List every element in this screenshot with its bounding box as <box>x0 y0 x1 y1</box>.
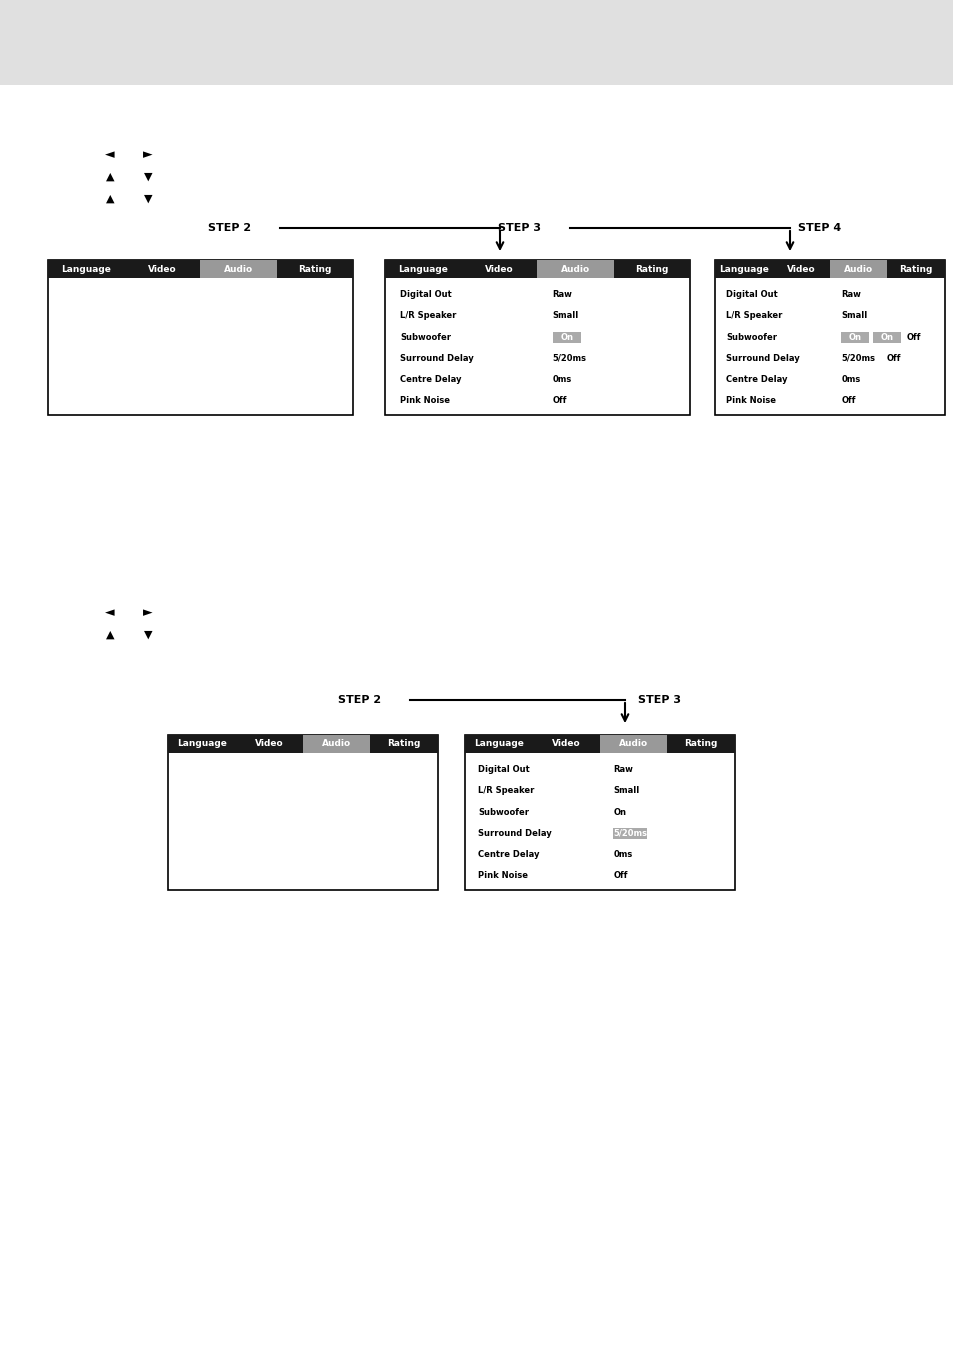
Bar <box>714 260 944 278</box>
Text: STEP 3: STEP 3 <box>498 222 541 233</box>
Bar <box>873 332 901 342</box>
Text: Digital Out: Digital Out <box>400 290 452 299</box>
Text: Small: Small <box>613 786 639 795</box>
Text: On: On <box>613 807 626 817</box>
Text: Video: Video <box>552 740 580 748</box>
Text: Off: Off <box>552 396 567 404</box>
Text: Language: Language <box>176 740 227 748</box>
Text: Rating: Rating <box>684 740 718 748</box>
Text: L/R Speaker: L/R Speaker <box>400 311 456 321</box>
Text: ▼: ▼ <box>144 630 152 640</box>
Text: Audio: Audio <box>618 740 648 748</box>
Text: Rating: Rating <box>387 740 420 748</box>
Bar <box>385 260 689 278</box>
Text: Video: Video <box>254 740 283 748</box>
Text: Raw: Raw <box>613 766 633 774</box>
Bar <box>385 260 689 415</box>
Bar <box>168 735 437 890</box>
Text: ►: ► <box>143 148 152 162</box>
Bar <box>537 260 613 278</box>
Text: ▲: ▲ <box>106 630 114 640</box>
Text: Off: Off <box>905 333 920 341</box>
Bar <box>303 735 370 754</box>
Text: Language: Language <box>474 740 523 748</box>
Text: Centre Delay: Centre Delay <box>478 849 539 859</box>
Text: Language: Language <box>61 264 111 274</box>
Text: Pink Noise: Pink Noise <box>400 396 450 404</box>
Text: Off: Off <box>613 871 627 880</box>
Text: Surround Delay: Surround Delay <box>400 353 474 363</box>
Text: ▲: ▲ <box>106 194 114 204</box>
Text: Small: Small <box>552 311 578 321</box>
Text: Off: Off <box>841 396 855 404</box>
Text: STEP 4: STEP 4 <box>798 222 841 233</box>
Text: ▲: ▲ <box>106 173 114 182</box>
Text: On: On <box>559 333 573 341</box>
Bar <box>200 260 276 278</box>
Text: Rating: Rating <box>635 264 668 274</box>
Bar <box>552 332 580 342</box>
Text: Video: Video <box>484 264 513 274</box>
Text: L/R Speaker: L/R Speaker <box>478 786 535 795</box>
Text: Raw: Raw <box>552 290 572 299</box>
Text: ▼: ▼ <box>144 194 152 204</box>
Bar <box>48 260 353 278</box>
Text: Pink Noise: Pink Noise <box>478 871 528 880</box>
Text: Centre Delay: Centre Delay <box>400 375 461 384</box>
Bar <box>464 735 734 890</box>
Text: Rating: Rating <box>298 264 332 274</box>
Bar <box>829 260 886 278</box>
Text: On: On <box>848 333 862 341</box>
Text: 5/20ms: 5/20ms <box>552 353 586 363</box>
Bar <box>168 735 437 754</box>
Text: ◄: ◄ <box>105 607 114 620</box>
Text: 0ms: 0ms <box>613 849 632 859</box>
Text: 5/20ms: 5/20ms <box>841 353 875 363</box>
Text: STEP 2: STEP 2 <box>338 696 381 705</box>
Text: STEP 2: STEP 2 <box>208 222 252 233</box>
Text: On: On <box>880 333 893 341</box>
Text: L/R Speaker: L/R Speaker <box>726 311 782 321</box>
Text: 0ms: 0ms <box>841 375 860 384</box>
Text: Video: Video <box>148 264 176 274</box>
Bar <box>464 735 734 754</box>
Text: ►: ► <box>143 607 152 620</box>
Bar <box>599 735 667 754</box>
Text: STEP 3: STEP 3 <box>638 696 680 705</box>
Text: Language: Language <box>718 264 768 274</box>
Text: 0ms: 0ms <box>552 375 572 384</box>
Text: Surround Delay: Surround Delay <box>726 353 800 363</box>
Text: Surround Delay: Surround Delay <box>478 829 552 837</box>
Bar <box>48 260 353 415</box>
Text: Centre Delay: Centre Delay <box>726 375 787 384</box>
Text: Digital Out: Digital Out <box>478 766 530 774</box>
Text: Video: Video <box>786 264 815 274</box>
Text: Audio: Audio <box>843 264 872 274</box>
Text: Small: Small <box>841 311 867 321</box>
Text: Subwoofer: Subwoofer <box>726 333 777 341</box>
Text: Audio: Audio <box>224 264 253 274</box>
Text: Subwoofer: Subwoofer <box>478 807 529 817</box>
Text: Raw: Raw <box>841 290 861 299</box>
Text: Pink Noise: Pink Noise <box>726 396 776 404</box>
Text: Off: Off <box>885 353 900 363</box>
Text: Audio: Audio <box>560 264 590 274</box>
Text: Rating: Rating <box>899 264 932 274</box>
Bar <box>0 0 953 85</box>
Text: Subwoofer: Subwoofer <box>400 333 451 341</box>
Text: Audio: Audio <box>322 740 351 748</box>
Text: Language: Language <box>397 264 448 274</box>
Text: ◄: ◄ <box>105 148 114 162</box>
Bar <box>714 260 944 415</box>
Bar <box>613 828 647 838</box>
Text: Digital Out: Digital Out <box>726 290 778 299</box>
Text: 5/20ms: 5/20ms <box>613 829 647 837</box>
Text: ▼: ▼ <box>144 173 152 182</box>
Bar <box>841 332 868 342</box>
